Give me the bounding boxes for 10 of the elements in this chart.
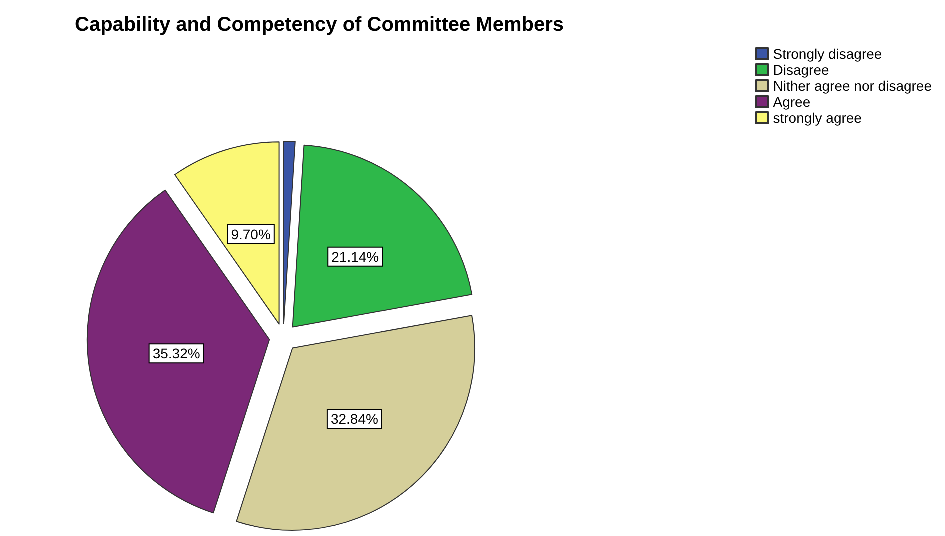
chart-title: Capability and Competency of Committee Members: [75, 14, 564, 36]
legend-label: Disagree: [773, 62, 830, 78]
data-label: 35.32%: [152, 346, 200, 362]
legend-label: Nither agree nor disagree: [773, 78, 932, 94]
legend-label: strongly agree: [773, 110, 862, 126]
legend-label: Agree: [773, 94, 811, 110]
data-label: 32.84%: [330, 411, 378, 428]
data-label: 21.14%: [332, 248, 380, 265]
legend-label: Strongly disagree: [773, 46, 882, 62]
data-label: 9.70%: [231, 226, 271, 243]
